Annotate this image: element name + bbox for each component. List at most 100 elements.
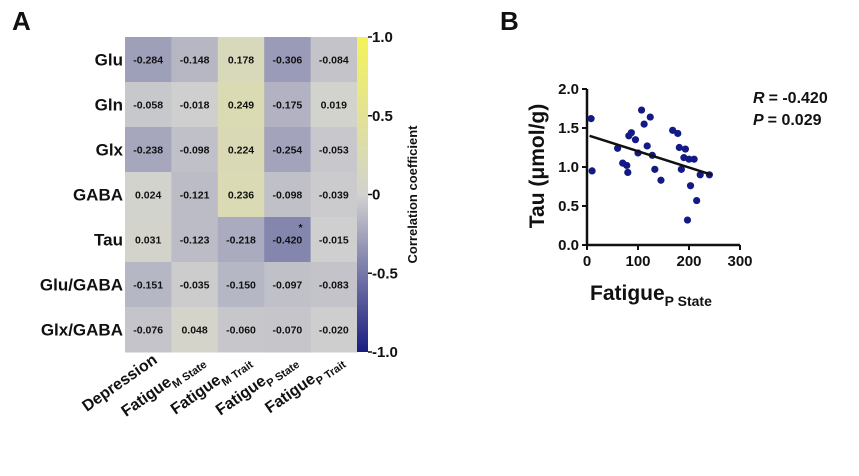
cell-value: -0.083 <box>319 280 349 292</box>
cell-value: 0.024 <box>135 190 161 202</box>
heatmap-cell <box>264 262 312 308</box>
cell-value: -0.254 <box>273 145 303 157</box>
heatmap-cell <box>217 82 265 128</box>
heatmap-cell <box>264 37 312 83</box>
heatmap-cell <box>125 37 172 83</box>
heatmap-cells: -0.284 -0.148 0.178 -0.306 -0.084 -0.058 -0.01… <box>125 37 358 353</box>
heatmap-cell <box>310 262 358 308</box>
heatmap-cell <box>310 82 358 128</box>
cell-value: -0.076 <box>133 325 163 337</box>
scatter-point <box>651 165 659 173</box>
y-tick-label: 2.0 <box>558 81 579 98</box>
heatmap-cell <box>310 172 358 218</box>
colorbar-label: Correlation coefficient <box>405 125 420 264</box>
cell-value: -0.123 <box>180 235 210 247</box>
column-label-sub: P Trait <box>314 359 349 388</box>
heatmap-cell <box>171 262 219 308</box>
heatmap-cell <box>171 127 219 173</box>
cell-value: -0.053 <box>319 145 349 157</box>
scatter-point <box>675 143 683 152</box>
heatmap-row-labels: Glu Gln Glx GABA Tau Glu/GABA Glx/GABA <box>40 51 124 340</box>
x-tick-label: 200 <box>676 253 701 270</box>
scatter-point <box>587 115 595 123</box>
cell-value: 0.249 <box>228 100 254 112</box>
cell-value: -0.070 <box>273 325 303 337</box>
cell-value: -0.097 <box>273 280 303 292</box>
cell-value: -0.175 <box>273 100 303 112</box>
cell-value: -0.148 <box>180 55 210 67</box>
cell-value: -0.306 <box>273 55 303 67</box>
scatter-point <box>657 176 665 184</box>
heatmap-cell <box>125 172 172 218</box>
x-axis-label-main: Fatigue <box>590 282 665 305</box>
scatter-point <box>674 129 682 138</box>
cell-value: -0.218 <box>226 235 256 247</box>
scatter-points <box>587 106 714 224</box>
heatmap-cell <box>264 127 312 173</box>
scatter-point <box>677 165 685 173</box>
colorbar-tick-label: 0.5 <box>372 108 393 125</box>
colorbar-tick-label: 0 <box>372 187 380 204</box>
heatmap-cell <box>171 172 219 218</box>
cell-value: -0.084 <box>319 55 349 67</box>
colorbar-tick-label: -1.0 <box>372 344 398 361</box>
heatmap-cell <box>171 307 219 353</box>
row-label: Glu/GABA <box>40 276 123 295</box>
heatmap-cell <box>217 172 265 218</box>
r-statistic-label: R <box>753 90 765 107</box>
heatmap-cell <box>125 82 172 128</box>
panel-label-a: A <box>12 6 31 36</box>
row-label: Glu <box>95 51 123 70</box>
scatter-point <box>623 161 631 170</box>
heatmap-cell <box>125 217 172 263</box>
scatter-point <box>686 182 695 190</box>
heatmap-cell <box>310 217 358 263</box>
scatter-point <box>646 113 654 121</box>
scatter-point <box>683 216 692 224</box>
cell-value: -0.060 <box>226 325 256 337</box>
cell-value: -0.018 <box>180 100 210 112</box>
y-tick-label: 1.0 <box>558 159 579 176</box>
r-statistic: R = -0.420 <box>753 90 828 107</box>
heatmap-cell <box>171 217 219 263</box>
cell-value: -0.020 <box>319 325 349 337</box>
cell-value: -0.098 <box>180 145 210 157</box>
scatter-point <box>690 155 698 163</box>
heatmap-cell <box>217 307 265 353</box>
cell-value: 0.031 <box>135 235 161 247</box>
panel-label-b: B <box>500 6 519 36</box>
y-tick-label: 0.0 <box>558 237 579 254</box>
cell-value: -0.151 <box>133 280 163 292</box>
cell-value: -0.420 <box>273 235 303 247</box>
p-statistic-value: = 0.029 <box>768 112 822 129</box>
cell-value: -0.284 <box>133 55 163 67</box>
scatter-point <box>685 155 693 163</box>
heatmap-cell <box>310 127 358 173</box>
cell-value: -0.121 <box>180 190 210 202</box>
heatmap-cell <box>125 262 172 308</box>
p-statistic-label: P <box>753 112 764 129</box>
scatter-point <box>627 129 635 137</box>
cell-value: 0.019 <box>321 100 347 112</box>
y-tick-label: 1.5 <box>558 120 579 137</box>
cell-value: -0.039 <box>319 190 349 202</box>
scatter-point <box>631 136 640 144</box>
heatmap-cell <box>264 307 312 353</box>
cell-value: -0.035 <box>180 280 210 292</box>
cell-value: -0.058 <box>133 100 163 112</box>
r-statistic-value: = -0.420 <box>769 90 828 107</box>
heatmap-cell <box>125 127 172 173</box>
heatmap-cell <box>217 217 265 263</box>
scatter-point <box>681 145 690 153</box>
heatmap-cell <box>217 127 265 173</box>
heatmap-panel: A -0.284 -0.148 0.178 -0.306 -0.084-0.058 -0.… <box>12 6 420 420</box>
scatter-panel: B 0.0 0.5 1.0 1.5 2.0 0 100 200 300 Tau (μmol/g)… <box>500 6 828 309</box>
row-label: Tau <box>94 231 123 250</box>
x-axis-label-sub: P State <box>665 293 712 309</box>
cell-value: -0.098 <box>273 190 303 202</box>
x-tick-label: 0 <box>583 253 591 270</box>
heatmap-cell <box>171 82 219 128</box>
colorbar-tick-label: 1.0 <box>372 29 393 46</box>
